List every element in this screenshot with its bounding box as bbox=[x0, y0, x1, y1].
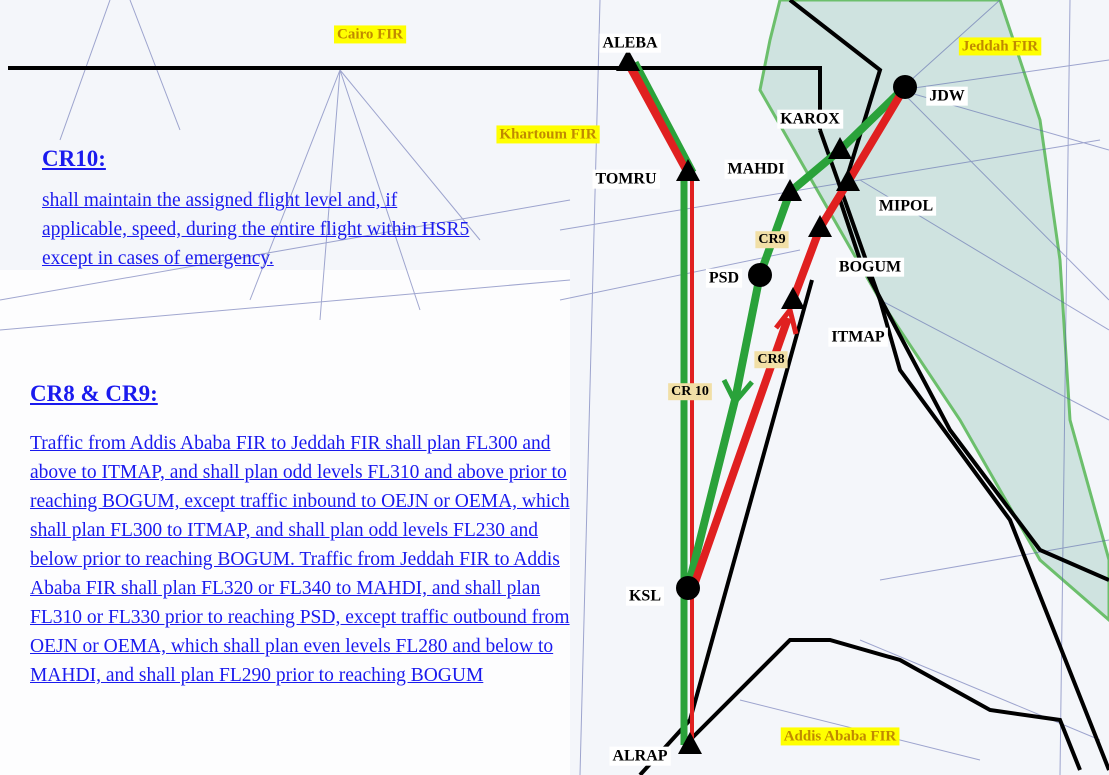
label-bg bbox=[875, 196, 937, 216]
route bbox=[624, 59, 692, 175]
waypoint-label: ALEBA bbox=[602, 35, 658, 52]
waypoint-triangle bbox=[616, 49, 640, 71]
label-bg bbox=[754, 351, 788, 369]
label-bg bbox=[609, 746, 671, 766]
arrow-head bbox=[774, 304, 799, 335]
waypoint-circle bbox=[676, 576, 700, 600]
arrow-head bbox=[721, 378, 754, 407]
waypoint-triangle bbox=[778, 179, 802, 201]
waypoint-triangle bbox=[828, 137, 852, 159]
label-bg bbox=[334, 25, 407, 44]
note-heading: CR10: bbox=[42, 146, 106, 171]
label-bg bbox=[835, 257, 905, 277]
waypoint-circle bbox=[748, 263, 772, 287]
waypoint-label: MIPOL bbox=[879, 198, 933, 215]
route-label: CR 10 bbox=[671, 384, 709, 399]
label-bg bbox=[926, 86, 968, 106]
waypoint-triangle bbox=[836, 169, 860, 191]
label-bg bbox=[496, 125, 600, 144]
note-panel bbox=[0, 270, 570, 775]
waypoint-label: TOMRU bbox=[595, 171, 656, 188]
waypoint-label: MAHDI bbox=[728, 161, 785, 178]
waypoint-triangle bbox=[678, 732, 702, 754]
fir-label: Addis Ababa FIR bbox=[784, 728, 897, 744]
label-bg bbox=[828, 327, 888, 347]
waypoint-label: ALRAP bbox=[612, 748, 667, 765]
label-bg bbox=[724, 159, 788, 179]
cr10-note: CR10: shall maintain the assigned flight… bbox=[42, 146, 487, 273]
waypoint-triangle bbox=[676, 159, 700, 181]
waypoint-label: PSD bbox=[709, 270, 739, 287]
cr8-cr9-note: CR8 & CR9: Traffic from Addis Ababa FIR … bbox=[30, 381, 578, 690]
waypoint-label: KAROX bbox=[780, 111, 840, 128]
waypoint-triangle bbox=[781, 287, 805, 309]
fir-label: Cairo FIR bbox=[337, 26, 403, 42]
label-bg bbox=[625, 586, 665, 606]
waypoint-label: BOGUM bbox=[839, 259, 901, 276]
route-label: CR8 bbox=[757, 352, 784, 367]
waypoint-label: JDW bbox=[929, 88, 965, 105]
route bbox=[633, 60, 697, 174]
note-text: Traffic from Addis Ababa FIR to Jeddah F… bbox=[30, 433, 570, 686]
note-text: shall maintain the assigned flight level… bbox=[42, 190, 470, 269]
label-bg bbox=[705, 268, 743, 288]
label-bg bbox=[777, 109, 844, 129]
waypoint-triangle bbox=[808, 215, 832, 237]
waypoint-circle bbox=[893, 75, 917, 99]
waypoint-label: ITMAP bbox=[831, 329, 885, 346]
label-bg bbox=[668, 383, 712, 401]
label-bg bbox=[958, 37, 1042, 56]
label-bg bbox=[592, 169, 660, 189]
label-bg bbox=[755, 231, 789, 249]
waypoint-label: KSL bbox=[629, 588, 661, 605]
route-label: CR9 bbox=[758, 232, 785, 247]
route bbox=[789, 84, 909, 302]
label-bg bbox=[780, 727, 900, 746]
fir-label: Khartoum FIR bbox=[499, 126, 596, 142]
label-bg bbox=[599, 33, 662, 53]
fir-label: Jeddah FIR bbox=[962, 38, 1038, 54]
note-heading: CR8 & CR9: bbox=[30, 381, 158, 406]
